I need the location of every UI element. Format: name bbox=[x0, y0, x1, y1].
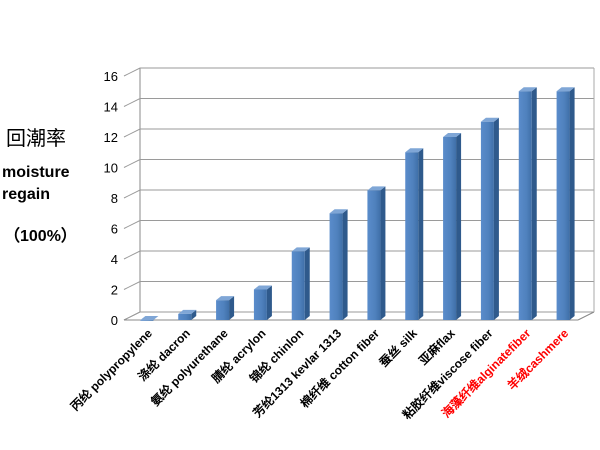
bar-front bbox=[443, 137, 457, 320]
bar-front bbox=[216, 300, 230, 320]
bar-top bbox=[405, 148, 424, 153]
bar-front bbox=[405, 152, 419, 320]
gridline bbox=[123, 159, 594, 168]
bar-top bbox=[291, 247, 310, 252]
bar bbox=[518, 87, 537, 320]
gridline bbox=[123, 128, 594, 138]
bar bbox=[216, 296, 235, 320]
bar-top bbox=[140, 316, 159, 320]
bar-front bbox=[140, 320, 154, 321]
y-tick-label: 2 bbox=[111, 283, 118, 298]
bar-top bbox=[480, 117, 499, 122]
gridline bbox=[123, 220, 594, 229]
bar bbox=[329, 209, 348, 320]
bar-top bbox=[216, 296, 235, 301]
bar-side bbox=[456, 133, 462, 320]
gridline bbox=[123, 281, 594, 290]
bar-side bbox=[342, 209, 348, 320]
bar-front bbox=[556, 91, 570, 320]
bar-top bbox=[556, 87, 575, 92]
bar-side bbox=[266, 285, 272, 320]
x-category-label: 蚕丝 silk bbox=[375, 325, 420, 370]
bar-front bbox=[518, 91, 532, 320]
floor-side-edge bbox=[577, 311, 595, 321]
bar-side bbox=[191, 309, 197, 320]
y-tick-label: 0 bbox=[111, 313, 118, 328]
y-tick-label: 8 bbox=[111, 191, 118, 206]
gridline bbox=[123, 189, 594, 199]
bar-front bbox=[329, 213, 343, 320]
bar bbox=[291, 247, 310, 320]
y-tick-label: 6 bbox=[111, 222, 118, 237]
bar bbox=[140, 316, 159, 321]
gridline bbox=[123, 250, 594, 260]
bar-side bbox=[229, 296, 235, 320]
gridline bbox=[123, 98, 594, 107]
bar bbox=[443, 133, 462, 320]
y-axis-unit-label: （100%） bbox=[4, 228, 77, 245]
y-tick-label: 14 bbox=[104, 100, 118, 115]
bar-side bbox=[531, 87, 537, 320]
y-axis-label-chinese: 回潮率 bbox=[6, 126, 66, 150]
bar-front bbox=[178, 313, 192, 320]
y-tick-label: 10 bbox=[104, 161, 118, 176]
bar-top bbox=[443, 133, 462, 137]
bar-top bbox=[178, 309, 197, 314]
y-tick-label: 16 bbox=[104, 69, 118, 84]
bar bbox=[480, 117, 499, 320]
bar-top bbox=[518, 87, 537, 92]
bar-side bbox=[304, 247, 310, 320]
bar bbox=[367, 186, 386, 320]
bar bbox=[405, 148, 424, 320]
bar-side bbox=[380, 186, 386, 320]
gridline bbox=[123, 67, 594, 77]
bar-front bbox=[480, 121, 494, 320]
bar-side bbox=[418, 148, 424, 320]
bar bbox=[556, 87, 575, 320]
bar-front bbox=[367, 190, 381, 320]
bar-front bbox=[291, 251, 305, 320]
bar-front bbox=[253, 289, 267, 320]
bar-top bbox=[253, 285, 272, 290]
bar-top bbox=[329, 209, 348, 214]
bar-side bbox=[569, 87, 575, 320]
gridline bbox=[123, 311, 594, 321]
y-axis-label-english: moisture regain bbox=[2, 164, 70, 203]
bar bbox=[253, 285, 272, 320]
bar-top bbox=[367, 186, 386, 191]
bar bbox=[178, 309, 197, 320]
y-tick-label: 12 bbox=[104, 130, 118, 145]
y-tick-label: 4 bbox=[111, 252, 118, 267]
bar-side bbox=[493, 117, 499, 320]
